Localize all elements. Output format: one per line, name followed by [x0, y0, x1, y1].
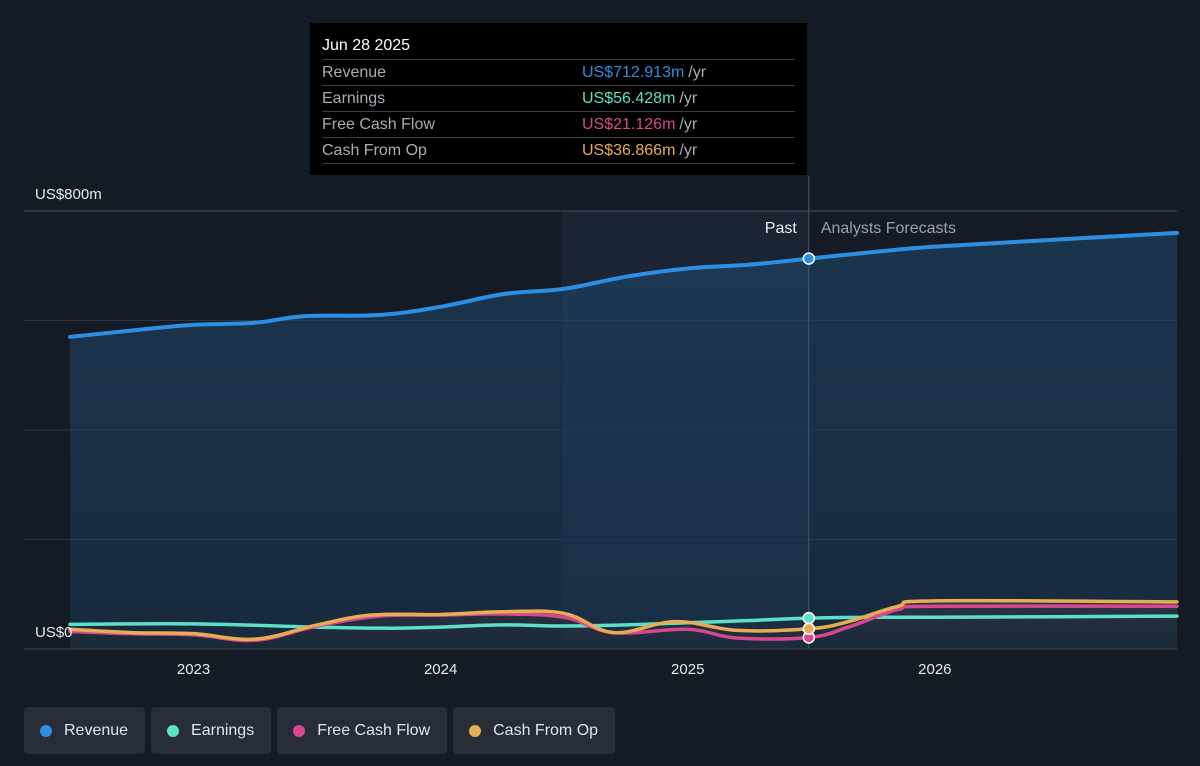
tooltip-row-revenue: Revenue US$712.913m /yr [322, 59, 795, 85]
tooltip-date: Jun 28 2025 [322, 37, 411, 54]
tooltip-unit: /yr [679, 142, 698, 159]
tooltip-row-cash-from-op: Cash From Op US$36.866m /yr [322, 137, 795, 164]
tooltip-value: US$712.913m [582, 64, 685, 81]
legend-item-revenue[interactable]: Revenue [24, 707, 146, 754]
legend-item-free-cash-flow[interactable]: Free Cash Flow [277, 707, 448, 754]
legend-item-earnings[interactable]: Earnings [151, 707, 272, 754]
legend-label: Revenue [64, 721, 129, 739]
earnings-dot-icon [167, 724, 180, 737]
x-tick-label: 2024 [424, 661, 457, 678]
x-tick-label: 2025 [671, 661, 704, 678]
legend-label: Free Cash Flow [317, 721, 431, 739]
marker-earnings [802, 611, 816, 625]
x-tick-label: 2026 [918, 661, 951, 678]
tooltip-unit: /yr [679, 90, 698, 107]
marker-revenue [802, 252, 816, 265]
y-axis-bottom-label: US$0 [35, 624, 73, 641]
series-line-revenue [68, 230, 1179, 339]
series-line-earnings [68, 614, 1179, 630]
tooltip-value: US$21.126m [582, 116, 676, 133]
tooltip-label: Earnings [322, 90, 386, 107]
free-cash-flow-dot-icon [293, 724, 306, 737]
chart-canvas[interactable]: US$800m US$0 Past Analysts Forecasts 2023 202… [0, 0, 1200, 700]
legend-label: Cash From Op [493, 721, 599, 739]
legend-item-cash-from-op[interactable]: Cash From Op [453, 707, 616, 754]
series-line-cash-from-op [68, 598, 1179, 642]
y-axis-top-label: US$800m [35, 186, 102, 203]
tooltip-value: US$56.428m [582, 90, 676, 107]
tooltip-label: Cash From Op [322, 142, 427, 159]
tooltip-unit: /yr [679, 116, 698, 133]
cash-area [70, 600, 1177, 649]
marker-cash-from-op [802, 622, 816, 636]
tooltip-unit: /yr [688, 64, 707, 81]
cash-from-op-dot-icon [469, 724, 482, 737]
tooltip-value: US$36.866m [582, 142, 676, 159]
tooltip-label: Free Cash Flow [322, 116, 435, 133]
legend: Revenue Earnings Free Cash Flow Cash Fro… [24, 707, 616, 754]
forecast-label: Analysts Forecasts [821, 220, 956, 237]
tooltip-label: Revenue [322, 64, 387, 81]
tooltip-row-free-cash-flow: Free Cash Flow US$21.126m /yr [322, 111, 795, 137]
revenue-dot-icon [40, 724, 52, 737]
revenue-area [70, 232, 1177, 649]
tooltip-row-earnings: Earnings US$56.428m /yr [322, 85, 795, 111]
tooltip: Jun 28 2025 Revenue US$712.913m /yr Earn… [310, 23, 807, 175]
past-label: Past [765, 220, 798, 237]
legend-label: Earnings [191, 721, 255, 739]
x-tick-label: 2023 [177, 661, 210, 678]
